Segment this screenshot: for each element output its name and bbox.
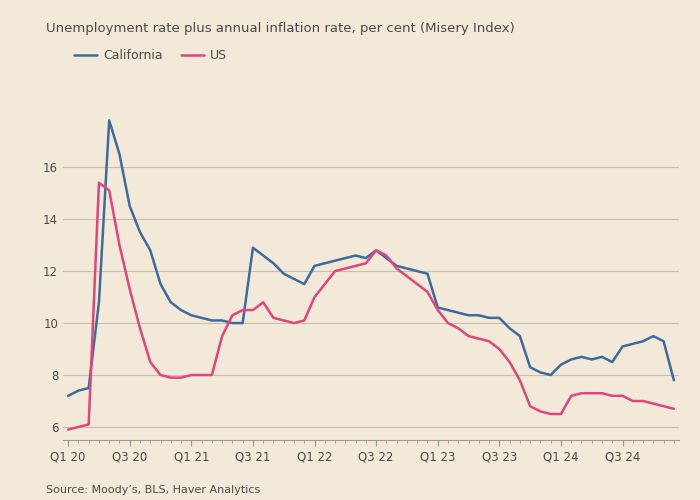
California	[64, 393, 72, 399]
California	[228, 320, 237, 326]
California	[454, 310, 463, 316]
California	[105, 118, 113, 124]
US	[228, 312, 237, 318]
US	[248, 307, 257, 313]
US	[177, 374, 186, 380]
US	[94, 180, 103, 186]
US	[64, 426, 72, 432]
US	[670, 406, 678, 412]
Line: California: California	[68, 120, 674, 396]
US	[270, 315, 278, 321]
Legend: California, US: California, US	[69, 44, 232, 66]
California	[270, 260, 278, 266]
US	[279, 318, 288, 324]
California	[670, 377, 678, 383]
Line: US: US	[68, 183, 674, 430]
California	[248, 244, 257, 250]
California	[279, 270, 288, 276]
Text: Unemployment rate plus annual inflation rate, per cent (Misery Index): Unemployment rate plus annual inflation …	[46, 22, 514, 35]
Text: Source: Moody’s, BLS, Haver Analytics: Source: Moody’s, BLS, Haver Analytics	[46, 485, 260, 495]
California	[177, 307, 186, 313]
US	[454, 326, 463, 332]
